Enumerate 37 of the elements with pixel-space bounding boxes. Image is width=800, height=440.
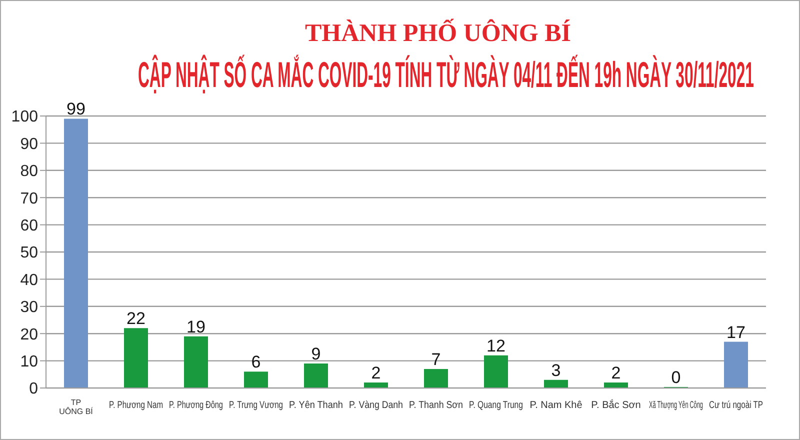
data-label: 9 (311, 344, 321, 364)
x-tick-label: TP UÔNG BÍ (59, 398, 94, 416)
data-label: 19 (186, 317, 206, 336)
chart-title: THÀNH PHỐ UÔNG BÍ (305, 18, 571, 47)
x-tick-label: P. Vàng Danh (349, 400, 403, 412)
x-tick-label: P. Quang Trung (469, 399, 523, 410)
y-tick-label: 10 (20, 353, 38, 370)
x-tick-label: Xã Thượng Yên Công (649, 399, 703, 410)
x-tick-label: P. Phương Đông (169, 398, 224, 410)
data-label: 6 (251, 352, 261, 372)
data-label: 17 (726, 322, 746, 342)
x-tick-label: P. Thanh Sơn (409, 400, 463, 412)
data-label: 22 (126, 309, 146, 328)
chart-subtitle: CẬP NHẬT SỐ CA MẮC COVID-19 TÍNH TỪ NGÀY 04/11 ĐẾN 19h NGÀY 30/11/2021 (138, 54, 754, 95)
data-label: 7 (431, 350, 441, 369)
x-tick-label: P. Bắc Sơn (591, 399, 641, 411)
x-tick-label: P. Trưng Vương (229, 398, 284, 410)
y-tick-label: 40 (20, 272, 38, 289)
data-label: 12 (486, 336, 506, 356)
data-label: 99 (66, 100, 86, 119)
data-label: 2 (371, 364, 381, 383)
y-tick-label: 90 (20, 136, 38, 153)
data-label: 2 (611, 364, 621, 383)
y-tick-label: 20 (20, 326, 38, 344)
x-tick-label: P. Yên Thanh (289, 400, 343, 412)
data-label: 0 (671, 368, 681, 387)
x-tick-label: Cư trú ngoài TP (709, 398, 764, 410)
y-tick-label: 50 (20, 244, 38, 262)
y-tick-label: 100 (11, 108, 38, 126)
y-tick-label: 60 (20, 217, 38, 234)
y-tick-label: 70 (20, 190, 38, 208)
x-tick-label: P. Phương Nam (109, 398, 163, 410)
x-tick-label: P. Nam Khê (530, 400, 583, 411)
y-tick-label: 80 (20, 163, 38, 180)
y-tick-label: 0 (29, 380, 38, 398)
data-label: 3 (551, 360, 561, 380)
y-tick-label: 30 (20, 299, 38, 316)
